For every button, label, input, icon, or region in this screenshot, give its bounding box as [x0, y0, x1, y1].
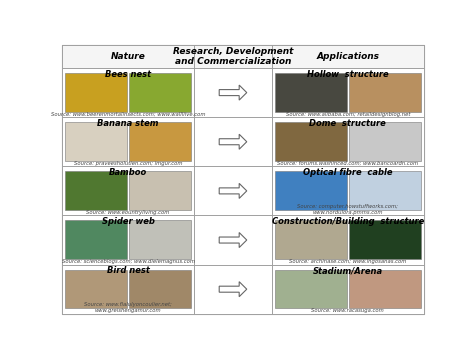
Bar — [275, 122, 346, 161]
Text: Source: www.flalulyoncoulier.net;
www.greishengamur.com: Source: www.flalulyoncoulier.net; www.gr… — [84, 302, 172, 313]
Text: Optical fibre  cable: Optical fibre cable — [303, 168, 392, 177]
Text: Nature: Nature — [111, 52, 146, 61]
Bar — [65, 269, 127, 308]
Text: Stadium/Arena: Stadium/Arena — [313, 266, 383, 275]
Text: Source: archinase.com; www.ingosanas.com: Source: archinase.com; www.ingosanas.com — [289, 259, 406, 264]
Bar — [272, 68, 424, 117]
Bar — [349, 171, 421, 210]
Bar — [194, 264, 272, 314]
Text: Source: forums.washinced.com; www.bancoardn.com: Source: forums.washinced.com; www.bancoa… — [277, 161, 419, 166]
Bar — [349, 269, 421, 308]
Bar — [349, 73, 421, 112]
Bar — [272, 117, 424, 166]
Text: Banana stem: Banana stem — [98, 119, 159, 128]
Bar — [349, 220, 421, 259]
Text: Dome  structure: Dome structure — [310, 119, 386, 128]
Text: Source: scienceblogs.com; www.dielemagnus.com: Source: scienceblogs.com; www.dielemagnu… — [62, 259, 195, 264]
Polygon shape — [219, 233, 247, 247]
Bar — [62, 117, 194, 166]
Bar — [194, 68, 272, 117]
Text: Source: computer.howstuffworks.com;
www.nordulora.pmms.com: Source: computer.howstuffworks.com; www.… — [297, 204, 398, 215]
Bar — [194, 117, 272, 166]
Polygon shape — [219, 184, 247, 198]
Text: Research, Development
and Commercialization: Research, Development and Commercializat… — [173, 47, 293, 66]
Bar — [62, 215, 194, 264]
Bar — [272, 264, 424, 314]
Polygon shape — [219, 282, 247, 297]
Bar — [65, 171, 127, 210]
Bar — [349, 122, 421, 161]
Polygon shape — [219, 134, 247, 149]
Text: Source: www.racasuga.com: Source: www.racasuga.com — [311, 308, 384, 313]
Text: Construction/Building  structure: Construction/Building structure — [272, 217, 424, 226]
Bar — [62, 45, 424, 68]
Text: Spider web: Spider web — [102, 217, 155, 226]
Bar — [272, 215, 424, 264]
Text: Hollow  structure: Hollow structure — [307, 70, 389, 79]
Text: Bees nest: Bees nest — [105, 70, 151, 79]
Bar — [129, 220, 191, 259]
Bar — [62, 45, 194, 68]
Bar — [62, 264, 194, 314]
Bar — [129, 122, 191, 161]
Polygon shape — [219, 85, 247, 100]
Bar — [194, 45, 272, 68]
Text: Source: www.beerenmortalinsects.com; www.wallliive.com: Source: www.beerenmortalinsects.com; www… — [51, 111, 205, 117]
Bar — [62, 166, 194, 215]
Bar — [275, 269, 346, 308]
Bar — [275, 73, 346, 112]
Bar — [194, 215, 272, 264]
Bar — [65, 122, 127, 161]
Text: Source: praveesholutien.com; imgur.com: Source: praveesholutien.com; imgur.com — [74, 161, 182, 166]
Bar — [194, 166, 272, 215]
Text: Source: www.alibaba.com; retaildesignblog.net: Source: www.alibaba.com; retaildesignblo… — [285, 111, 410, 117]
Bar — [272, 166, 424, 215]
Bar — [65, 220, 127, 259]
Text: Applications: Applications — [316, 52, 379, 61]
Bar — [65, 73, 127, 112]
Text: Bamboo: Bamboo — [109, 168, 147, 177]
Bar — [62, 68, 194, 117]
Bar — [129, 73, 191, 112]
Bar — [275, 220, 346, 259]
Text: Source: www.eountryliving.com: Source: www.eountryliving.com — [86, 210, 170, 215]
Text: Bird nest: Bird nest — [107, 266, 150, 275]
Bar — [129, 171, 191, 210]
Bar — [275, 171, 346, 210]
Bar — [129, 269, 191, 308]
Bar — [272, 45, 424, 68]
